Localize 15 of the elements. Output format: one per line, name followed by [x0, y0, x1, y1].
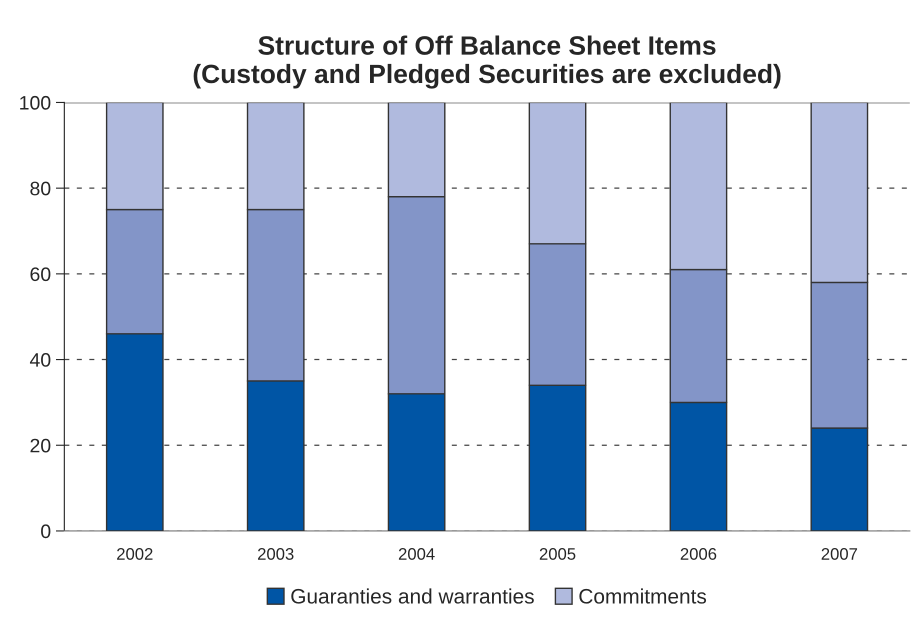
x-tick-label: 2004 [398, 548, 435, 560]
chart-title: Structure of Off Balance Sheet Items (Custody and Pledged Securities are excluded) [194, 35, 781, 89]
y-tick-label: 0 [41, 524, 50, 538]
y-tick-label: 40 [30, 353, 50, 367]
x-tick-label: 2002 [117, 548, 152, 560]
y-tick-label: 60 [30, 267, 50, 282]
x-tick-label: 2003 [258, 548, 294, 560]
legend-label: Commitments [579, 588, 706, 604]
y-tick-label: 80 [30, 182, 50, 196]
y-tick-label: 20 [30, 438, 50, 452]
x-tick-label: 2006 [680, 548, 716, 560]
x-tick-label: 2005 [540, 548, 576, 560]
legend-label: Guaranties and warranties [291, 588, 534, 604]
y-tick-label: 100 [20, 96, 50, 110]
x-tick-label: 2007 [822, 548, 858, 560]
